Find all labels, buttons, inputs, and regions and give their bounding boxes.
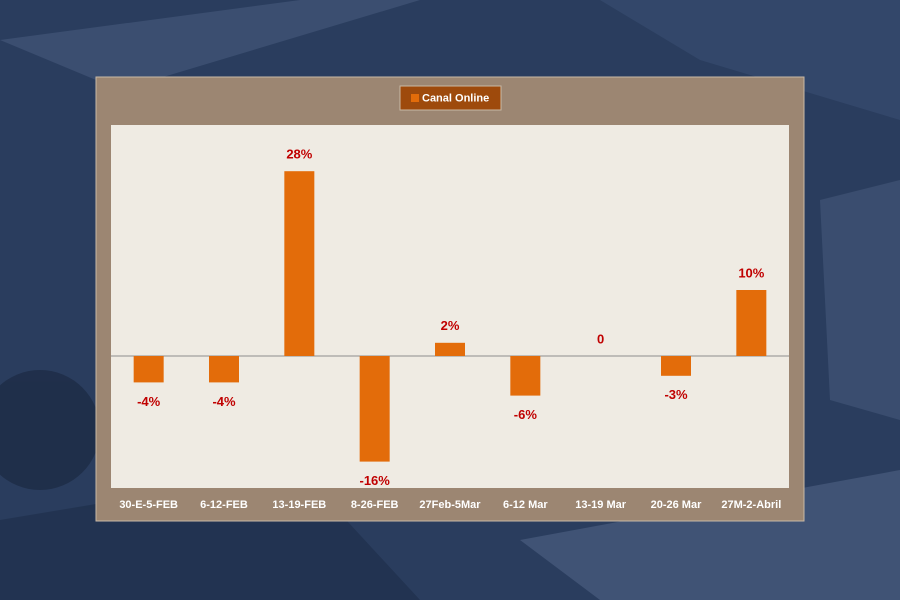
x-tick-label: 30-E-5-FEB [119, 499, 178, 511]
data-label: 10% [738, 265, 764, 280]
data-label: 2% [441, 318, 460, 333]
x-tick-label: 27M-2-Abril [721, 499, 781, 511]
bar [435, 342, 465, 356]
x-tick-label: 8-26-FEB [351, 499, 399, 511]
data-label: 0 [597, 331, 604, 346]
bar [133, 356, 164, 383]
x-tick-label: 13-19 Mar [575, 499, 626, 511]
data-label: -16% [359, 473, 390, 488]
plot-area [111, 125, 789, 488]
data-label: -4% [137, 394, 161, 409]
legend-swatch [411, 94, 419, 102]
legend-label: Canal Online [422, 92, 489, 104]
x-tick-label: 13-19-FEB [272, 499, 326, 511]
x-tick-label: 27Feb-5Mar [419, 499, 481, 511]
bar [359, 356, 390, 462]
data-label: -4% [212, 394, 236, 409]
x-tick-label: 6-12-FEB [200, 499, 248, 511]
bar [510, 356, 541, 396]
x-tick-label: 20-26 Mar [651, 499, 702, 511]
x-tick-label: 6-12 Mar [503, 499, 548, 511]
bar [661, 356, 691, 376]
bar [284, 171, 315, 356]
bar [736, 290, 767, 356]
data-label: 28% [286, 147, 312, 162]
data-label: -6% [514, 407, 538, 422]
legend: Canal Online [399, 85, 502, 111]
data-label: -3% [664, 387, 688, 402]
bar [209, 356, 239, 383]
